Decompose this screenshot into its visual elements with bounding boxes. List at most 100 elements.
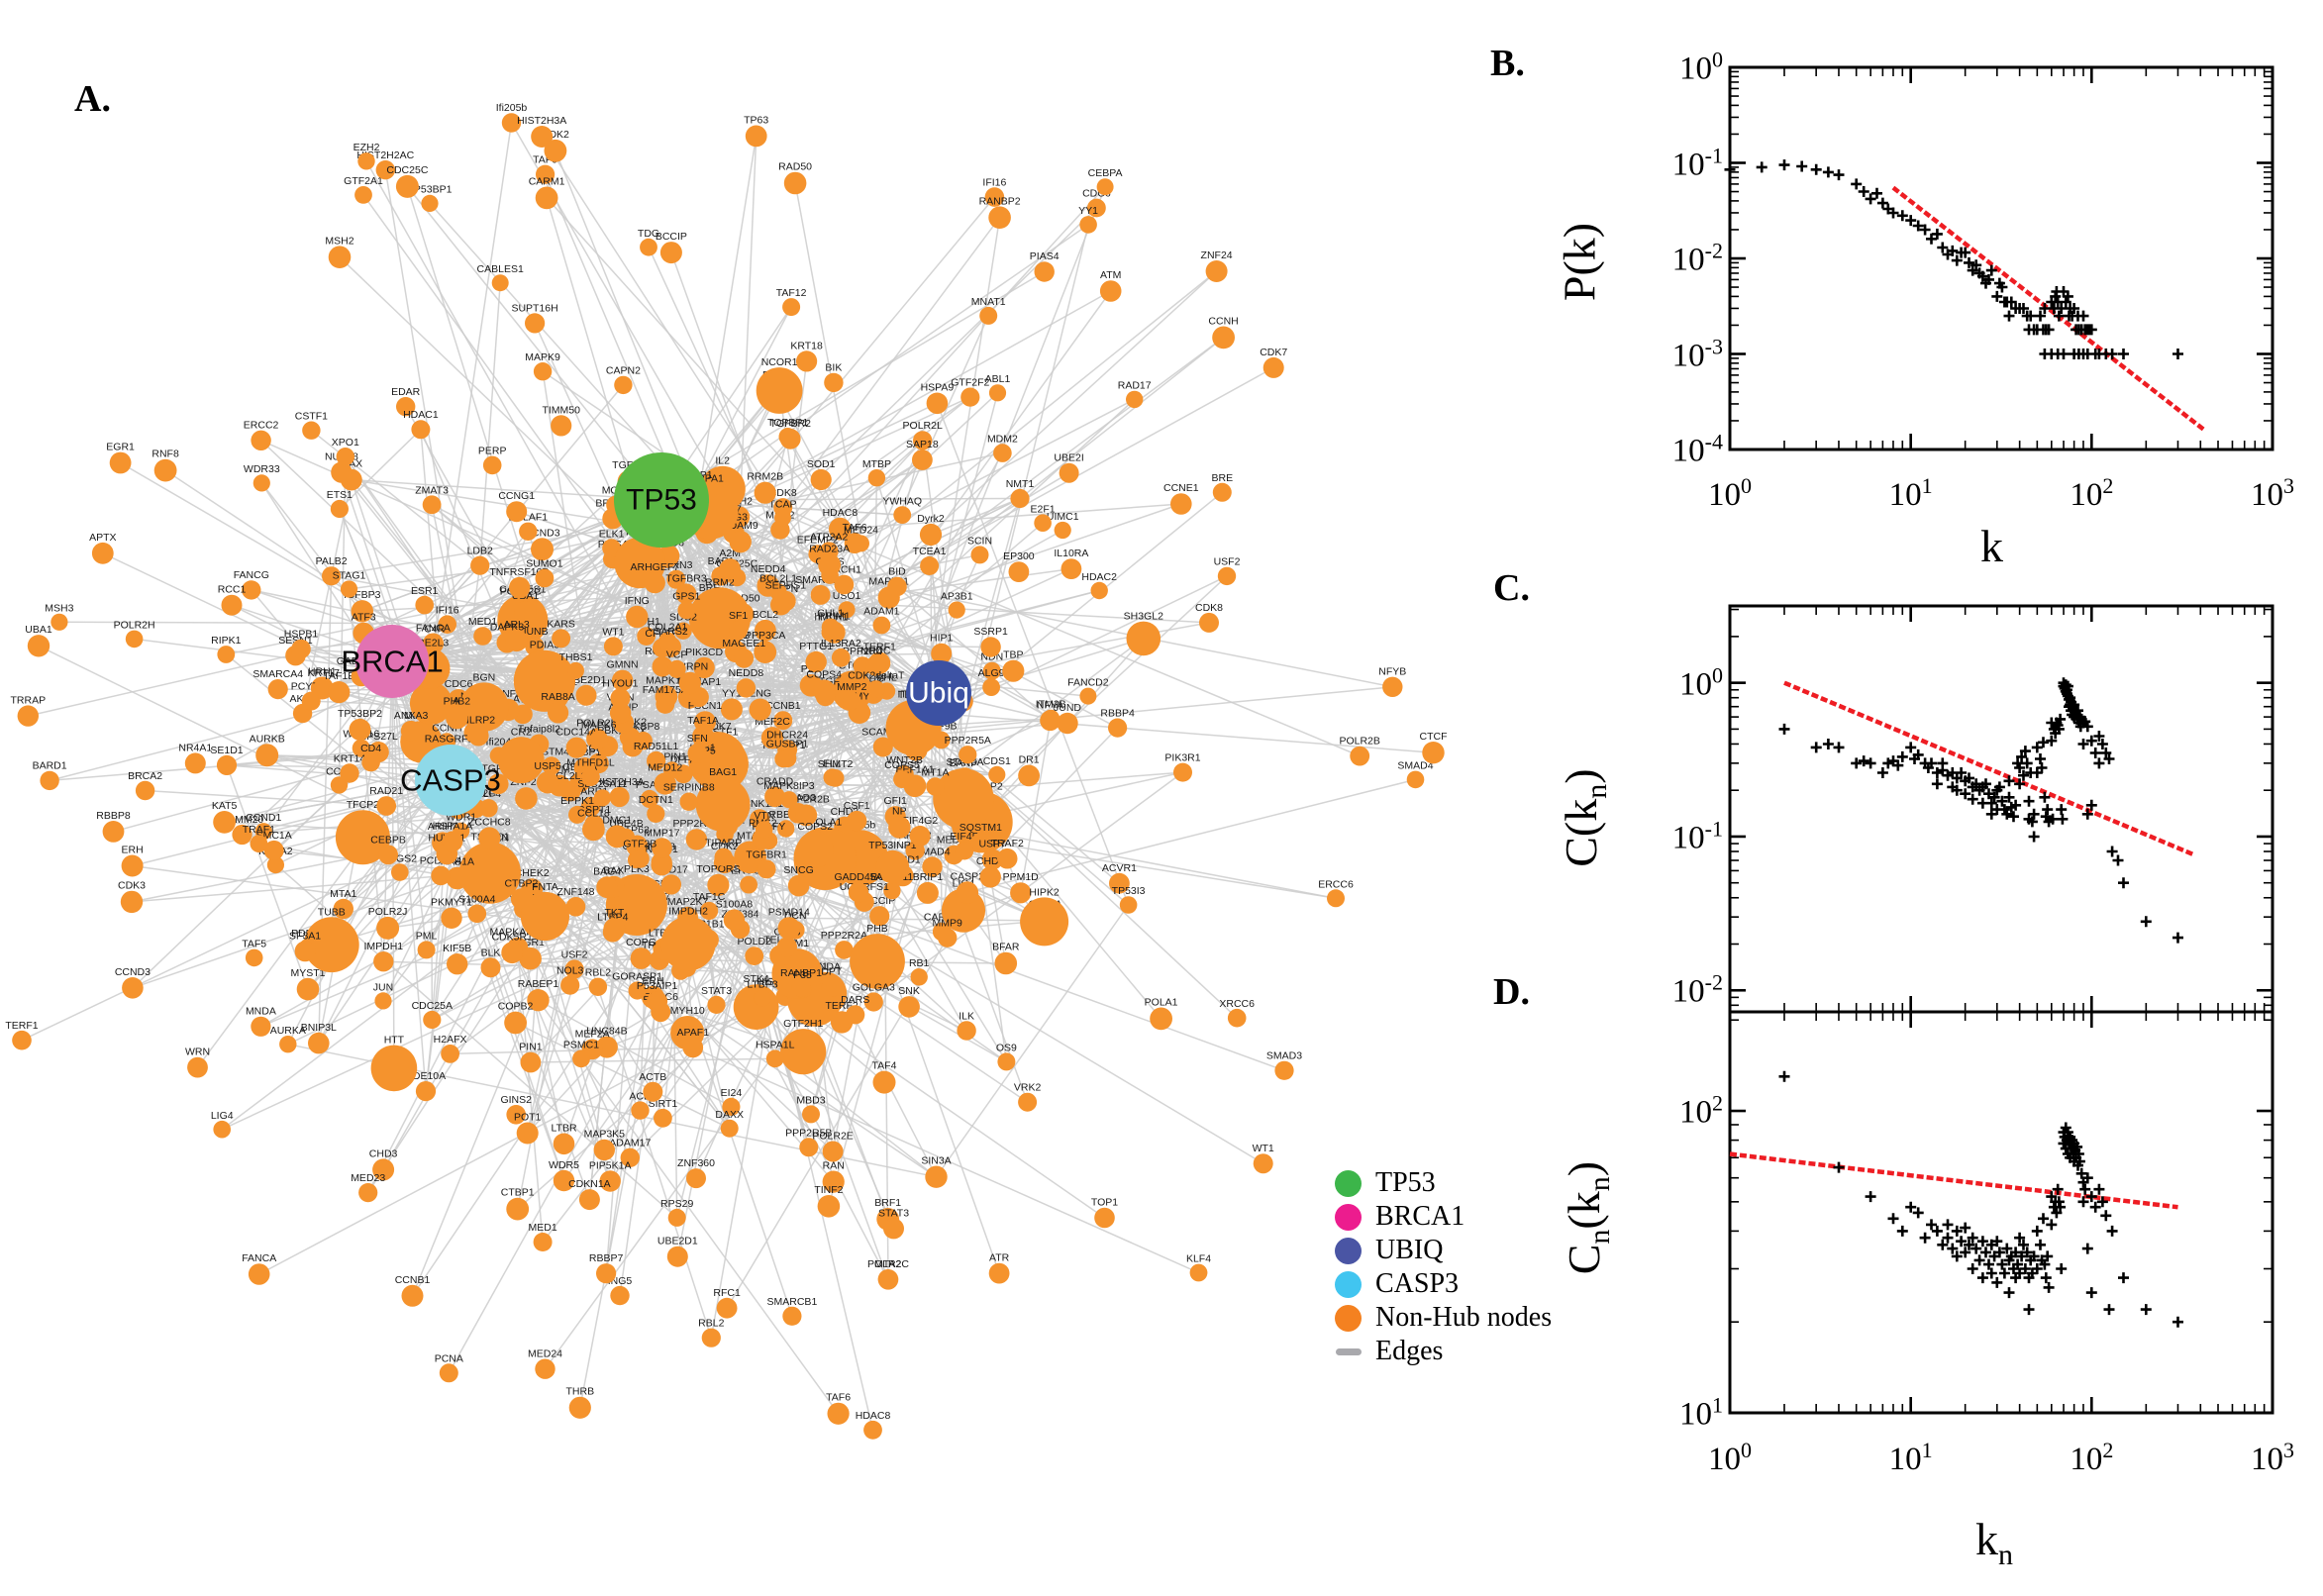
network-node[interactable] (232, 824, 252, 846)
network-node[interactable] (1150, 1007, 1172, 1031)
network-node[interactable] (848, 882, 869, 903)
hub-CASP3[interactable]: CASP3 (400, 745, 501, 816)
network-node[interactable] (810, 468, 832, 491)
network-node[interactable] (926, 777, 945, 796)
network-node[interactable] (824, 372, 844, 393)
network-node[interactable] (603, 637, 623, 656)
network-node[interactable] (400, 720, 422, 742)
network-node[interactable] (1274, 1060, 1294, 1080)
network-node[interactable] (267, 679, 288, 700)
network-node[interactable] (599, 1170, 621, 1192)
network-node[interactable] (250, 835, 268, 852)
network-node[interactable] (647, 804, 665, 824)
network-node[interactable] (1109, 872, 1130, 894)
network-node[interactable] (1406, 770, 1425, 789)
network-node[interactable] (354, 186, 372, 204)
network-node[interactable] (996, 848, 1018, 869)
network-node[interactable] (242, 580, 261, 600)
network-node[interactable] (795, 804, 818, 827)
network-node[interactable] (1189, 1263, 1208, 1282)
network-node[interactable] (970, 546, 989, 564)
network-node[interactable] (396, 397, 416, 417)
network-node[interactable] (919, 523, 943, 547)
network-node[interactable] (760, 727, 784, 749)
network-node[interactable] (301, 691, 321, 711)
network-node[interactable] (506, 1197, 530, 1221)
network-node[interactable] (777, 917, 801, 940)
network-node[interactable] (513, 649, 576, 712)
network-node[interactable] (370, 1045, 418, 1092)
network-node[interactable] (723, 909, 746, 931)
network-node[interactable] (970, 833, 991, 852)
network-node[interactable] (245, 948, 263, 967)
network-node[interactable] (822, 1170, 845, 1193)
network-node[interactable] (720, 1119, 739, 1138)
network-node[interactable] (374, 992, 392, 1010)
network-node[interactable] (756, 367, 803, 414)
network-node[interactable] (628, 981, 647, 1000)
network-node[interactable] (1126, 621, 1162, 656)
network-node[interactable] (647, 991, 668, 1012)
network-node[interactable] (877, 1269, 898, 1289)
network-node[interactable] (644, 572, 665, 594)
network-node[interactable] (411, 420, 431, 440)
network-node[interactable] (979, 306, 998, 325)
network-node[interactable] (883, 1218, 904, 1240)
network-node[interactable] (875, 849, 910, 884)
network-node[interactable] (647, 750, 666, 771)
network-node[interactable] (802, 1105, 820, 1124)
network-node[interactable] (294, 941, 316, 962)
network-node[interactable] (910, 968, 928, 986)
network-node[interactable] (252, 474, 270, 492)
network-node[interactable] (478, 827, 501, 849)
network-node[interactable] (909, 825, 931, 847)
network-node[interactable] (602, 539, 621, 558)
network-node[interactable] (491, 274, 509, 292)
network-node[interactable] (1217, 566, 1237, 586)
network-node[interactable] (687, 744, 708, 763)
network-node[interactable] (796, 831, 834, 868)
network-node[interactable] (533, 362, 553, 381)
hub-TP53[interactable]: TP53 (614, 452, 709, 548)
network-node[interactable] (322, 566, 342, 586)
network-node[interactable] (535, 186, 558, 210)
network-node[interactable] (773, 711, 793, 731)
network-node[interactable] (765, 1049, 784, 1068)
network-node[interactable] (844, 533, 865, 553)
network-node[interactable] (216, 754, 238, 776)
network-node[interactable] (1199, 612, 1219, 633)
network-node[interactable] (40, 770, 59, 791)
network-node[interactable] (782, 298, 801, 317)
network-node[interactable] (519, 522, 538, 541)
network-node[interactable] (17, 705, 39, 727)
network-node[interactable] (1096, 178, 1114, 196)
network-node[interactable] (1087, 198, 1106, 218)
network-node[interactable] (667, 659, 686, 679)
network-node[interactable] (850, 934, 905, 989)
network-node[interactable] (1126, 390, 1144, 409)
network-node[interactable] (654, 1108, 672, 1128)
network-node[interactable] (630, 948, 653, 969)
network-node[interactable] (637, 627, 656, 646)
network-node[interactable] (956, 881, 979, 904)
network-node[interactable] (631, 1101, 650, 1120)
network-node[interactable] (686, 1168, 706, 1189)
network-node[interactable] (778, 428, 797, 447)
network-node[interactable] (898, 996, 920, 1018)
network-node[interactable] (988, 1262, 1010, 1284)
network-node[interactable] (358, 1183, 378, 1203)
network-node[interactable] (988, 765, 1006, 784)
network-node[interactable] (1060, 558, 1082, 579)
network-node[interactable] (473, 627, 492, 646)
network-node[interactable] (863, 1420, 882, 1440)
network-node[interactable] (869, 906, 890, 927)
network-node[interactable] (782, 1306, 802, 1326)
network-node[interactable] (438, 615, 457, 634)
network-node[interactable] (535, 1358, 556, 1379)
network-node[interactable] (251, 1016, 271, 1037)
network-node[interactable] (516, 1122, 539, 1145)
network-node[interactable] (480, 957, 501, 978)
network-node[interactable] (340, 580, 358, 598)
network-node[interactable] (656, 694, 675, 714)
network-node[interactable] (829, 517, 852, 541)
